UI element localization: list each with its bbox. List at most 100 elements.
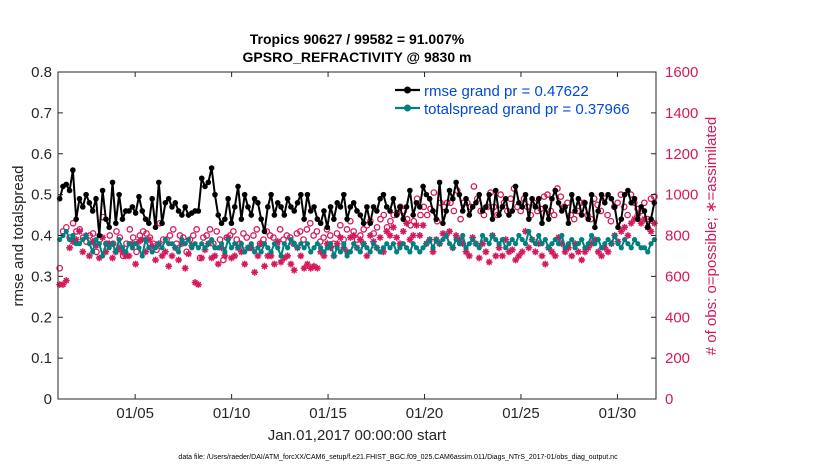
rmse-point	[251, 195, 258, 202]
legend-spread-label: totalspread grand pr = 0.37966	[424, 101, 630, 118]
totalspread-point	[456, 241, 463, 247]
totalspread-point	[169, 241, 175, 247]
y-tick-label-left: 0.8	[31, 64, 52, 81]
rmse-point	[638, 204, 644, 210]
assimilated-obs-point	[69, 238, 77, 245]
rmse-point	[311, 204, 317, 210]
totalspread-point	[625, 241, 631, 247]
assimilated-obs-point	[452, 232, 460, 239]
totalspread-point	[463, 245, 469, 251]
rmse-point	[324, 224, 331, 231]
possible-obs-point	[380, 211, 388, 219]
totalspread-point	[562, 245, 568, 251]
totalspread-point	[387, 245, 393, 251]
rmse-point	[278, 204, 284, 210]
rmse-point	[582, 200, 588, 206]
totalspread-point	[476, 245, 482, 251]
totalspread-point	[238, 241, 244, 247]
totalspread-point	[595, 236, 601, 243]
rmse-point	[568, 191, 575, 198]
rmse-point	[532, 204, 539, 210]
possible-obs-point	[69, 219, 77, 227]
assimilated-obs-point	[584, 244, 592, 252]
possible-obs-point	[640, 199, 648, 207]
rmse-point	[205, 179, 212, 186]
assimilated-obs-point	[257, 240, 265, 248]
possible-obs-point	[126, 226, 134, 233]
assimilated-obs-point	[145, 236, 153, 243]
rmse-point	[611, 204, 618, 210]
rmse-point	[83, 191, 89, 198]
rmse-point	[453, 179, 459, 186]
assimilated-obs-point	[416, 232, 424, 239]
rmse-point	[631, 195, 638, 202]
totalspread-point	[440, 236, 446, 243]
totalspread-point	[582, 245, 588, 251]
assimilated-obs-point	[604, 248, 612, 256]
rmse-point	[479, 208, 486, 214]
assimilated-obs-point	[109, 254, 116, 262]
assimilated-obs-point	[297, 252, 305, 260]
totalspread-point	[109, 241, 116, 247]
totalspread-point	[195, 245, 202, 251]
totalspread-point	[575, 241, 581, 247]
assimilated-obs-point	[393, 234, 400, 241]
possible-obs-point	[300, 236, 307, 243]
assimilated-obs-point	[403, 219, 410, 227]
assimilated-obs-point	[624, 232, 632, 239]
rmse-point	[155, 179, 162, 186]
totalspread-point	[433, 236, 439, 243]
rmse-point	[601, 200, 608, 206]
totalspread-point	[179, 236, 185, 243]
rmse-point	[202, 183, 208, 190]
assimilated-obs-point	[647, 228, 655, 235]
totalspread-point	[205, 241, 211, 247]
possible-obs-point	[326, 232, 334, 239]
rmse-point	[159, 220, 165, 227]
rmse-point	[625, 187, 631, 194]
possible-obs-point	[470, 183, 478, 190]
totalspread-point	[631, 236, 638, 243]
assimilated-obs-point	[158, 252, 166, 260]
totalspread-point	[641, 245, 648, 251]
assimilated-obs-point	[99, 234, 106, 241]
totalspread-point	[542, 236, 548, 243]
y-tick-label-left: 0.4	[31, 228, 52, 245]
totalspread-point	[278, 253, 284, 259]
totalspread-point	[324, 245, 330, 251]
rmse-point	[73, 216, 79, 222]
rmse-point	[241, 191, 248, 198]
totalspread-point	[423, 241, 429, 247]
assimilated-obs-point	[446, 228, 453, 235]
totalspread-point	[503, 245, 509, 251]
totalspread-point	[598, 245, 605, 251]
possible-obs-point	[457, 215, 464, 223]
rmse-point	[430, 208, 436, 214]
totalspread-point	[80, 236, 86, 243]
assimilated-obs-point	[555, 234, 562, 241]
rmse-point	[400, 216, 407, 222]
rmse-point	[317, 220, 324, 227]
assimilated-obs-point	[290, 266, 298, 274]
assimilated-obs-point	[541, 260, 549, 268]
assimilated-obs-point	[208, 254, 215, 262]
totalspread-point	[142, 236, 149, 243]
rmse-point	[195, 208, 202, 214]
totalspread-point	[308, 249, 314, 255]
possible-obs-point	[189, 232, 197, 239]
assimilated-obs-point	[340, 244, 348, 252]
totalspread-point	[351, 241, 357, 247]
totalspread-point	[579, 236, 585, 243]
assimilated-obs-point	[479, 240, 486, 248]
x-tick-label: 01/10	[213, 405, 251, 422]
legend-rmse-marker	[404, 86, 411, 94]
totalspread-point	[106, 245, 112, 251]
assimilated-obs-point	[363, 252, 371, 260]
right-axis: 0 200 400 600 800 1000 1200 1400 1600	[651, 64, 698, 408]
assimilated-obs-point	[413, 221, 420, 229]
rmse-point	[476, 191, 483, 198]
rmse-point	[238, 216, 245, 222]
totalspread-point	[175, 249, 182, 255]
rmse-point	[509, 208, 516, 214]
